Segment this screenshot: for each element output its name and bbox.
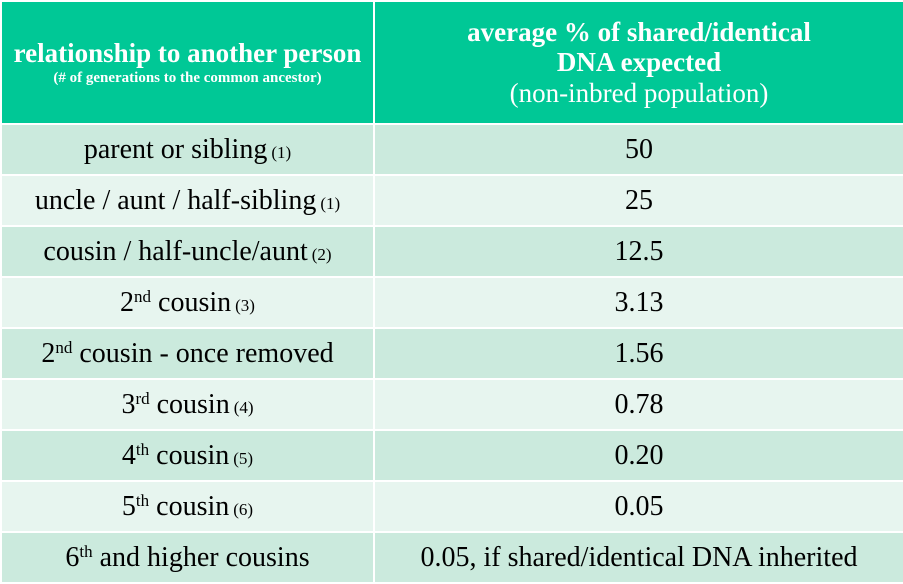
relationship-label: cousin - once removed bbox=[72, 337, 334, 369]
relationship-header-title: relationship to another person bbox=[13, 37, 362, 68]
shared-dna-column-header: average % of shared/identical DNA expect… bbox=[373, 0, 903, 125]
relationship-cell: 2nd cousin (3) bbox=[0, 276, 375, 329]
relationship-label: uncle / aunt / half-sibling bbox=[34, 184, 317, 216]
relationship-label: cousin / half-uncle/aunt bbox=[43, 235, 308, 267]
table-row: 4th cousin (5) 0.20 bbox=[0, 429, 903, 482]
relationship-column-header: relationship to another person (# of gen… bbox=[0, 0, 375, 125]
generation-count: (1) bbox=[271, 142, 292, 162]
ordinal-suffix: th bbox=[79, 541, 93, 561]
relationship-cell: 3rd cousin (4) bbox=[0, 378, 375, 431]
relationship-label: cousin bbox=[149, 439, 230, 471]
relationship-cell: 4th cousin (5) bbox=[0, 429, 375, 482]
generation-count: (5) bbox=[233, 448, 254, 468]
header-row: relationship to another person (# of gen… bbox=[0, 0, 903, 125]
shared-dna-value-cell: 0.05, if shared/identical DNA inherited bbox=[373, 531, 903, 584]
ordinal-number: 4 bbox=[121, 439, 136, 471]
ordinal-number: 2 bbox=[41, 337, 56, 369]
shared-dna-value-cell: 50 bbox=[373, 123, 903, 176]
relationship-cell: parent or sibling (1) bbox=[0, 123, 375, 176]
table-row: uncle / aunt / half-sibling (1) 25 bbox=[0, 174, 903, 227]
shared-dna-value-cell: 25 bbox=[373, 174, 903, 227]
relationship-cell: 5th cousin (6) bbox=[0, 480, 375, 533]
ordinal-number: 2 bbox=[120, 286, 135, 318]
ordinal-suffix: nd bbox=[55, 337, 73, 357]
ordinal-suffix: th bbox=[135, 439, 150, 459]
table-row: 2nd cousin (3) 3.13 bbox=[0, 276, 903, 329]
ordinal-suffix: nd bbox=[134, 286, 152, 306]
ordinal-number: 5 bbox=[121, 490, 136, 522]
relationship-label: parent or sibling bbox=[83, 133, 268, 165]
relationship-header-subtitle: (# of generations to the common ancestor… bbox=[53, 70, 322, 87]
relationship-cell: 2nd cousin - once removed bbox=[0, 327, 375, 380]
table-row: 5th cousin (6) 0.05 bbox=[0, 480, 903, 533]
table-row: 2nd cousin - once removed 1.56 bbox=[0, 327, 903, 380]
relationship-cell: uncle / aunt / half-sibling (1) bbox=[0, 174, 375, 227]
generation-count: (4) bbox=[233, 397, 254, 417]
shared-dna-header-note: (non-inbred population) bbox=[509, 77, 769, 108]
relationship-cell: 6th and higher cousins bbox=[0, 531, 375, 584]
relationship-label: cousin bbox=[149, 490, 230, 522]
table-row: 6th and higher cousins 0.05, if shared/id… bbox=[0, 531, 903, 584]
shared-dna-value-cell: 0.20 bbox=[373, 429, 903, 482]
generation-count: (6) bbox=[233, 499, 254, 519]
shared-dna-value-cell: 0.78 bbox=[373, 378, 903, 431]
generation-count: (2) bbox=[311, 244, 332, 264]
shared-dna-value-cell: 12.5 bbox=[373, 225, 903, 278]
shared-dna-header-line2: DNA expected bbox=[556, 47, 722, 78]
relationship-label: and higher cousins bbox=[92, 541, 310, 573]
relationship-cell: cousin / half-uncle/aunt (2) bbox=[0, 225, 375, 278]
table-row: cousin / half-uncle/aunt (2) 12.5 bbox=[0, 225, 903, 278]
ordinal-number: 3 bbox=[121, 388, 136, 420]
ordinal-suffix: th bbox=[135, 490, 150, 510]
ordinal-suffix: rd bbox=[135, 388, 150, 408]
table-row: parent or sibling (1) 50 bbox=[0, 123, 903, 176]
table-row: 3rd cousin (4) 0.78 bbox=[0, 378, 903, 431]
shared-dna-value-cell: 1.56 bbox=[373, 327, 903, 380]
shared-dna-value-cell: 3.13 bbox=[373, 276, 903, 329]
relationship-label: cousin bbox=[149, 388, 230, 420]
ordinal-number: 6 bbox=[65, 541, 80, 573]
generation-count: (1) bbox=[320, 193, 341, 213]
relationship-label: cousin bbox=[151, 286, 232, 318]
shared-dna-value-cell: 0.05 bbox=[373, 480, 903, 533]
generation-count: (3) bbox=[235, 295, 255, 315]
shared-dna-header-line1: average % of shared/identical bbox=[467, 17, 811, 48]
